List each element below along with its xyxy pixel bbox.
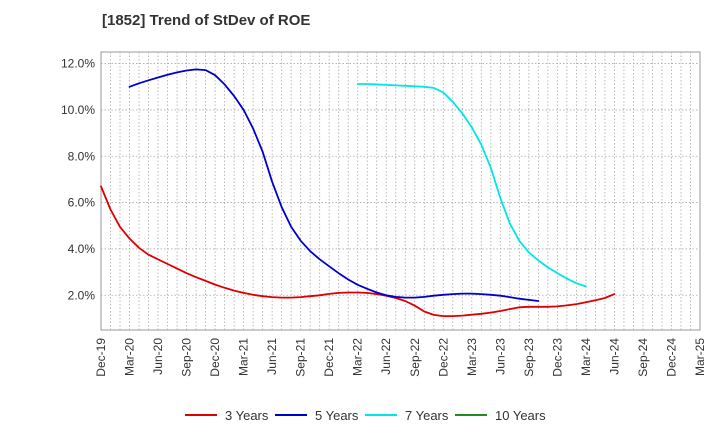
x-axis-ticks: Dec-19 Mar-20 Jun-20 Sep-20 Dec-20 Mar-21 Jun-… [94, 338, 707, 377]
x-tick-label: Dec-21 [322, 338, 336, 377]
series-layer [100, 68, 616, 317]
x-tick-label: Sep-21 [294, 338, 308, 377]
plot-border [100, 51, 701, 331]
series-line-7-years [356, 83, 587, 288]
x-tick-label: Mar-21 [237, 338, 251, 376]
series-line-5-years [128, 68, 540, 302]
x-tick-label: Jun-20 [151, 338, 165, 375]
x-tick-label: Mar-20 [123, 338, 137, 376]
y-tick-label: 10.0% [61, 103, 95, 117]
x-tick-label: Dec-24 [664, 338, 678, 377]
y-tick-label: 6.0% [68, 196, 96, 210]
x-tick-label: Sep-23 [522, 338, 536, 377]
legend-label: 3 Years [225, 408, 269, 423]
y-axis-ticks: 2.0% 4.0% 6.0% 8.0% 10.0% 12.0% [61, 57, 95, 303]
x-tick-label: Mar-23 [465, 338, 479, 376]
y-tick-label: 4.0% [68, 242, 96, 256]
legend-label: 7 Years [405, 408, 449, 423]
x-tick-label: Dec-19 [94, 338, 108, 377]
legend-label: 10 Years [495, 408, 546, 423]
y-tick-label: 12.0% [61, 57, 95, 71]
x-gridlines [110, 52, 691, 330]
x-tick-label: Jun-22 [379, 338, 393, 375]
x-tick-label: Jun-21 [265, 338, 279, 375]
x-tick-label: Sep-24 [636, 338, 650, 377]
series-line-3-years [100, 185, 616, 317]
x-tick-label: Sep-22 [408, 338, 422, 377]
x-tick-label: Mar-24 [579, 338, 593, 376]
x-tick-label: Mar-22 [351, 338, 365, 376]
x-tick-label: Dec-23 [550, 338, 564, 377]
y-tick-label: 8.0% [68, 149, 96, 163]
legend: 3 Years 5 Years 7 Years 10 Years [185, 408, 546, 423]
plot-area [100, 51, 701, 331]
x-tick-label: Mar-25 [693, 338, 707, 376]
x-tick-label: Sep-20 [180, 338, 194, 377]
x-tick-label: Dec-22 [436, 338, 450, 377]
y-tick-label: 2.0% [68, 288, 96, 302]
x-tick-label: Jun-23 [493, 338, 507, 375]
legend-label: 5 Years [315, 408, 359, 423]
x-tick-label: Jun-24 [607, 338, 621, 375]
x-tick-label: Dec-20 [208, 338, 222, 377]
chart-title: [1852] Trend of StDev of ROE [102, 12, 311, 29]
